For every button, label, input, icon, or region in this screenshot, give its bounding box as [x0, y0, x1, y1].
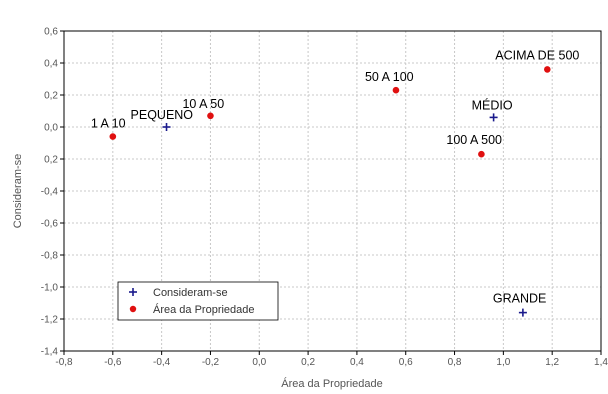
data-point-plus: [489, 113, 498, 122]
data-point-circle: [109, 133, 117, 140]
x-tick-label: 0,8: [448, 357, 462, 368]
data-point-label: 10 A 50: [182, 97, 224, 111]
y-tick-label: 0,6: [44, 27, 58, 38]
y-tick-label: -1,2: [41, 315, 59, 326]
x-tick-label: -0,8: [55, 357, 73, 368]
data-point-label: 1 A 10: [91, 117, 126, 131]
legend-label-area-propriedade: Área da Propriedade: [153, 303, 255, 316]
x-tick-label: 1,0: [496, 357, 510, 368]
legend: Consideram-se Área da Propriedade: [117, 281, 279, 321]
y-axis-title: Consideram-se: [12, 154, 24, 229]
legend-label-consideram-se: Consideram-se: [153, 287, 228, 299]
data-point-circle: [207, 112, 214, 120]
x-tick-label: 0,4: [350, 357, 364, 368]
data-point-label: PEQUENO: [131, 108, 194, 122]
y-tick-label: -0,4: [41, 187, 59, 198]
x-tick-label: 1,4: [594, 357, 608, 368]
y-tick-label: 0,4: [44, 59, 58, 70]
data-point-label: ACIMA DE 500: [495, 48, 579, 62]
y-tick-label: 0,0: [44, 123, 58, 134]
data-point-circle: [544, 66, 551, 73]
y-tick-label: -0,6: [41, 219, 59, 230]
x-tick-label: 0,2: [301, 357, 315, 368]
data-point-plus: [518, 308, 527, 317]
x-tick-label: 1,2: [545, 357, 559, 368]
x-tick-label: -0,2: [202, 357, 220, 368]
data-point-label: 100 A 500: [446, 133, 502, 147]
grid: [64, 31, 601, 351]
data-point-circle: [392, 86, 400, 94]
x-tick-label: -0,6: [104, 357, 122, 368]
legend-marker-plus: [129, 288, 137, 296]
y-tick-label: -1,0: [41, 283, 59, 294]
y-tick-label: -0,8: [41, 251, 59, 262]
data-point-circle: [478, 150, 485, 158]
axis-ticks: -0,8 -0,6 -0,4 -0,2 0,0 0,2 0,4 0,6 0,8 1,0 1,2 1,4…: [41, 27, 608, 369]
y-tick-label: -1,4: [41, 347, 59, 358]
x-axis-title: Área da Propriedade: [281, 377, 383, 390]
data-point-plus: [162, 123, 171, 131]
data-point-label: MÉDIO: [472, 97, 513, 112]
data-point-label: GRANDE: [493, 292, 546, 306]
x-tick-label: 0,0: [252, 357, 266, 368]
x-tick-label: 0,6: [399, 357, 413, 368]
data-point-label: 50 A 100: [365, 70, 414, 84]
y-tick-label: 0,2: [44, 155, 58, 166]
x-tick-label: -0,4: [153, 357, 171, 368]
y-tick-label: 0,2: [44, 91, 58, 102]
legend-box: [117, 281, 279, 321]
legend-marker-circle: [129, 305, 137, 313]
data-points: PEQUENO MÉDIO GRANDE 1 A 10 10 A 50 50 A 100 1…: [91, 48, 579, 317]
